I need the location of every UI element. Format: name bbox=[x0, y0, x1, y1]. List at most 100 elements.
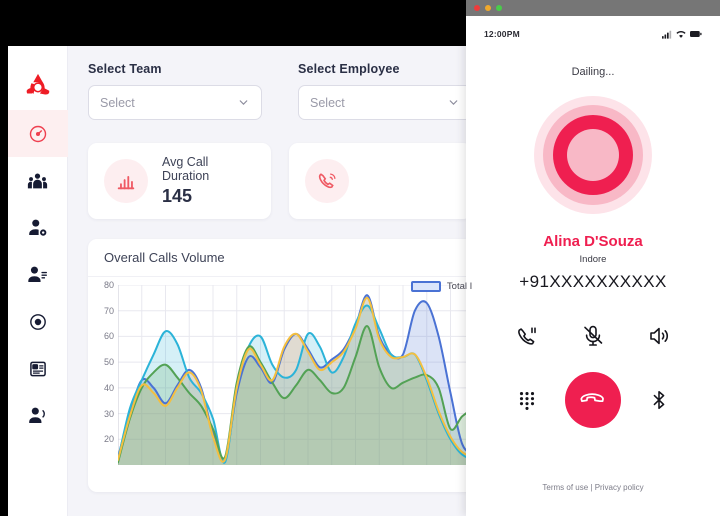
terms-of-use-link[interactable]: Terms of use bbox=[542, 483, 589, 492]
pulse-ring-inner bbox=[567, 128, 619, 181]
hold-call-button[interactable] bbox=[505, 316, 549, 356]
people-group-icon bbox=[27, 173, 48, 189]
series-line-total-missed-calls bbox=[117, 296, 472, 463]
statusbar-icons bbox=[662, 30, 702, 39]
footer-separator: | bbox=[590, 483, 593, 492]
caller-name: Alina D'Souza bbox=[543, 233, 643, 250]
chart-title: Overall Calls Volume bbox=[88, 239, 472, 277]
dashboard-main: Select Team Select Select Employee Selec… bbox=[68, 46, 472, 516]
chart-panel: Overall Calls Volume Total Incoming Call… bbox=[88, 239, 472, 492]
y-axis-tick: 40 bbox=[103, 382, 114, 393]
caller-number: +91XXXXXXXXXX bbox=[519, 272, 667, 291]
y-axis-tick: 80 bbox=[103, 280, 114, 290]
stat-card-title: Avg Call Duration bbox=[162, 155, 210, 183]
y-axis-tick: 50 bbox=[103, 357, 114, 368]
legend-label: Total Incoming Calls bbox=[446, 281, 472, 292]
wifi-icon bbox=[676, 30, 686, 38]
select-employee-dropdown[interactable]: Select bbox=[298, 85, 472, 120]
phone-ring-icon bbox=[318, 172, 336, 188]
window-titlebar bbox=[466, 0, 720, 16]
chart-svg bbox=[117, 284, 472, 465]
bluetooth-button[interactable] bbox=[637, 380, 681, 420]
window-minimize-button[interactable] bbox=[485, 5, 491, 11]
select-team-value: Select bbox=[100, 95, 135, 110]
dialing-animation bbox=[466, 92, 720, 217]
chart-body: Total Incoming CallsTotal 20 30 40 50 60 70 80 bbox=[88, 277, 472, 492]
bar-chart-icon-badge bbox=[104, 159, 148, 203]
legend-item[interactable]: Total Incoming Calls bbox=[410, 281, 472, 292]
user-voice-icon bbox=[29, 407, 45, 423]
sidebar-item-dashboard[interactable] bbox=[8, 110, 68, 157]
signal-icon bbox=[662, 30, 672, 39]
filter-team: Select Team Select bbox=[88, 62, 262, 120]
speaker-button[interactable] bbox=[637, 316, 681, 356]
y-axis-tick: 20 bbox=[103, 434, 114, 445]
report-card-icon bbox=[29, 361, 46, 376]
apidial-logo-icon bbox=[26, 73, 49, 95]
chart-plot-area: 20 30 40 50 60 70 80 bbox=[104, 280, 472, 465]
phone-pause-icon bbox=[518, 327, 536, 345]
bluetooth-icon bbox=[653, 390, 665, 410]
stat-card-row: Avg Call Duration 145 bbox=[88, 143, 472, 219]
call-state-label: Dailing... bbox=[571, 66, 615, 78]
speaker-icon bbox=[650, 327, 668, 345]
gauge-icon bbox=[29, 125, 46, 142]
select-employee-label: Select Employee bbox=[298, 62, 400, 76]
chevron-down-icon bbox=[449, 100, 458, 105]
app-logo[interactable] bbox=[8, 62, 68, 110]
dialpad-icon bbox=[519, 392, 535, 410]
record-circle-icon bbox=[29, 313, 46, 330]
user-list-icon bbox=[28, 266, 47, 282]
stat-card-calls[interactable] bbox=[289, 143, 472, 219]
pulse-rings bbox=[534, 95, 652, 214]
statusbar-clock: 12:00PM bbox=[484, 29, 520, 39]
sidebar-item-contacts[interactable] bbox=[8, 392, 68, 439]
laptop-bezel-top bbox=[0, 0, 472, 46]
phone-ring-icon-badge bbox=[305, 159, 349, 203]
sidebar-item-user-list[interactable] bbox=[8, 251, 68, 298]
chevron-down-icon bbox=[239, 100, 248, 105]
caller-city: Indore bbox=[579, 254, 607, 265]
keypad-button[interactable] bbox=[505, 380, 549, 420]
sidebar-item-teams[interactable] bbox=[8, 157, 68, 204]
select-team-dropdown[interactable]: Select bbox=[88, 85, 262, 120]
privacy-policy-link[interactable]: Privacy policy bbox=[594, 483, 644, 492]
stat-card-value: 145 bbox=[162, 186, 193, 206]
phone-statusbar: 12:00PM bbox=[466, 22, 720, 46]
call-controls bbox=[466, 316, 720, 428]
dashboard-window: Select Team Select Select Employee Selec… bbox=[8, 46, 472, 516]
y-axis-tick: 70 bbox=[103, 305, 114, 316]
filter-bar: Select Team Select Select Employee Selec… bbox=[88, 62, 472, 120]
end-call-button[interactable] bbox=[565, 372, 621, 428]
user-gear-icon bbox=[29, 219, 47, 236]
laptop-bezel-left bbox=[0, 46, 8, 516]
sidebar-item-user-settings[interactable] bbox=[8, 204, 68, 251]
series-area-total-missed-calls bbox=[118, 297, 472, 465]
phone-hangup-icon bbox=[580, 393, 604, 403]
mute-microphone-button[interactable] bbox=[571, 316, 615, 356]
y-axis-tick: 60 bbox=[103, 331, 114, 342]
stat-card-text: Avg Call Duration 145 bbox=[162, 155, 255, 207]
series-line-total-incoming-calls bbox=[117, 294, 472, 463]
sidebar-item-reports[interactable] bbox=[8, 345, 68, 392]
y-axis-tick: 30 bbox=[103, 408, 114, 419]
stat-card-avg-call-duration[interactable]: Avg Call Duration 145 bbox=[88, 143, 271, 219]
sidebar bbox=[8, 46, 68, 516]
window-close-button[interactable] bbox=[474, 5, 480, 11]
series-area-total-calls bbox=[118, 326, 472, 465]
legend-swatch bbox=[410, 281, 441, 292]
filter-employee: Select Employee Select bbox=[298, 62, 472, 120]
bar-chart-icon bbox=[117, 175, 135, 190]
mic-off-icon bbox=[584, 325, 603, 346]
select-employee-value: Select bbox=[310, 95, 345, 110]
sidebar-item-target[interactable] bbox=[8, 298, 68, 345]
select-team-label: Select Team bbox=[88, 62, 162, 76]
series-area-total-incoming-calls bbox=[118, 295, 472, 465]
chart-legend: Total Incoming CallsTotal bbox=[410, 281, 472, 292]
dialer-window: 12:00PM Dailing... bbox=[466, 0, 720, 516]
chart-y-axis: 20 30 40 50 60 70 80 bbox=[88, 280, 114, 465]
battery-icon bbox=[690, 31, 702, 37]
window-maximize-button[interactable] bbox=[496, 5, 502, 11]
phone-footer: Terms of use | Privacy policy bbox=[466, 483, 720, 492]
